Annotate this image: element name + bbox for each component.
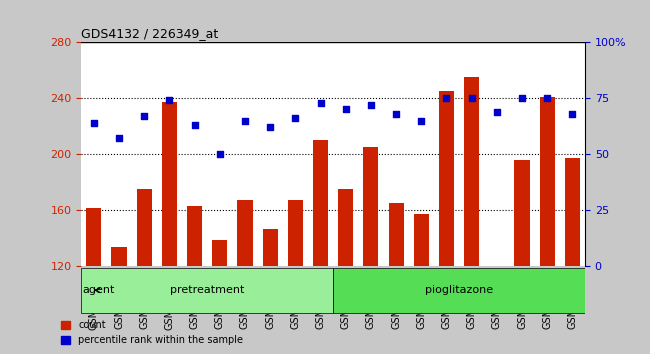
Point xyxy=(341,107,351,112)
Bar xyxy=(288,200,303,354)
Text: GDS4132 / 226349_at: GDS4132 / 226349_at xyxy=(81,27,218,40)
Bar xyxy=(363,147,378,354)
Point xyxy=(441,96,452,101)
Bar xyxy=(338,189,354,354)
Text: agent: agent xyxy=(83,285,115,295)
Bar xyxy=(112,247,127,354)
Legend: count, percentile rank within the sample: count, percentile rank within the sample xyxy=(57,316,247,349)
Bar xyxy=(389,203,404,354)
Text: pioglitazone: pioglitazone xyxy=(425,285,493,295)
Point xyxy=(164,98,175,103)
FancyBboxPatch shape xyxy=(81,268,333,313)
Bar xyxy=(514,160,530,354)
Bar xyxy=(489,266,504,354)
Bar xyxy=(237,200,252,354)
Point xyxy=(491,109,502,114)
Bar xyxy=(136,189,151,354)
Bar xyxy=(413,214,429,354)
Bar xyxy=(212,240,227,354)
Point xyxy=(467,96,477,101)
Bar xyxy=(263,229,278,354)
Bar xyxy=(187,206,202,354)
Text: pretreatment: pretreatment xyxy=(170,285,244,295)
Point xyxy=(114,136,124,141)
Point xyxy=(366,102,376,108)
Point xyxy=(391,111,401,117)
Point xyxy=(542,96,552,101)
Bar xyxy=(313,140,328,354)
Bar xyxy=(86,209,101,354)
Point xyxy=(214,151,225,157)
Bar xyxy=(565,158,580,354)
Point xyxy=(517,96,527,101)
Bar xyxy=(162,102,177,354)
Point xyxy=(265,124,276,130)
FancyBboxPatch shape xyxy=(333,268,585,313)
Bar xyxy=(464,77,479,354)
Bar xyxy=(439,91,454,354)
Point xyxy=(139,113,150,119)
Bar xyxy=(540,97,554,354)
Point xyxy=(88,120,99,126)
Point xyxy=(240,118,250,124)
Point xyxy=(290,115,300,121)
Point xyxy=(567,111,578,117)
Point xyxy=(315,100,326,105)
Point xyxy=(416,118,426,124)
Point xyxy=(189,122,200,128)
